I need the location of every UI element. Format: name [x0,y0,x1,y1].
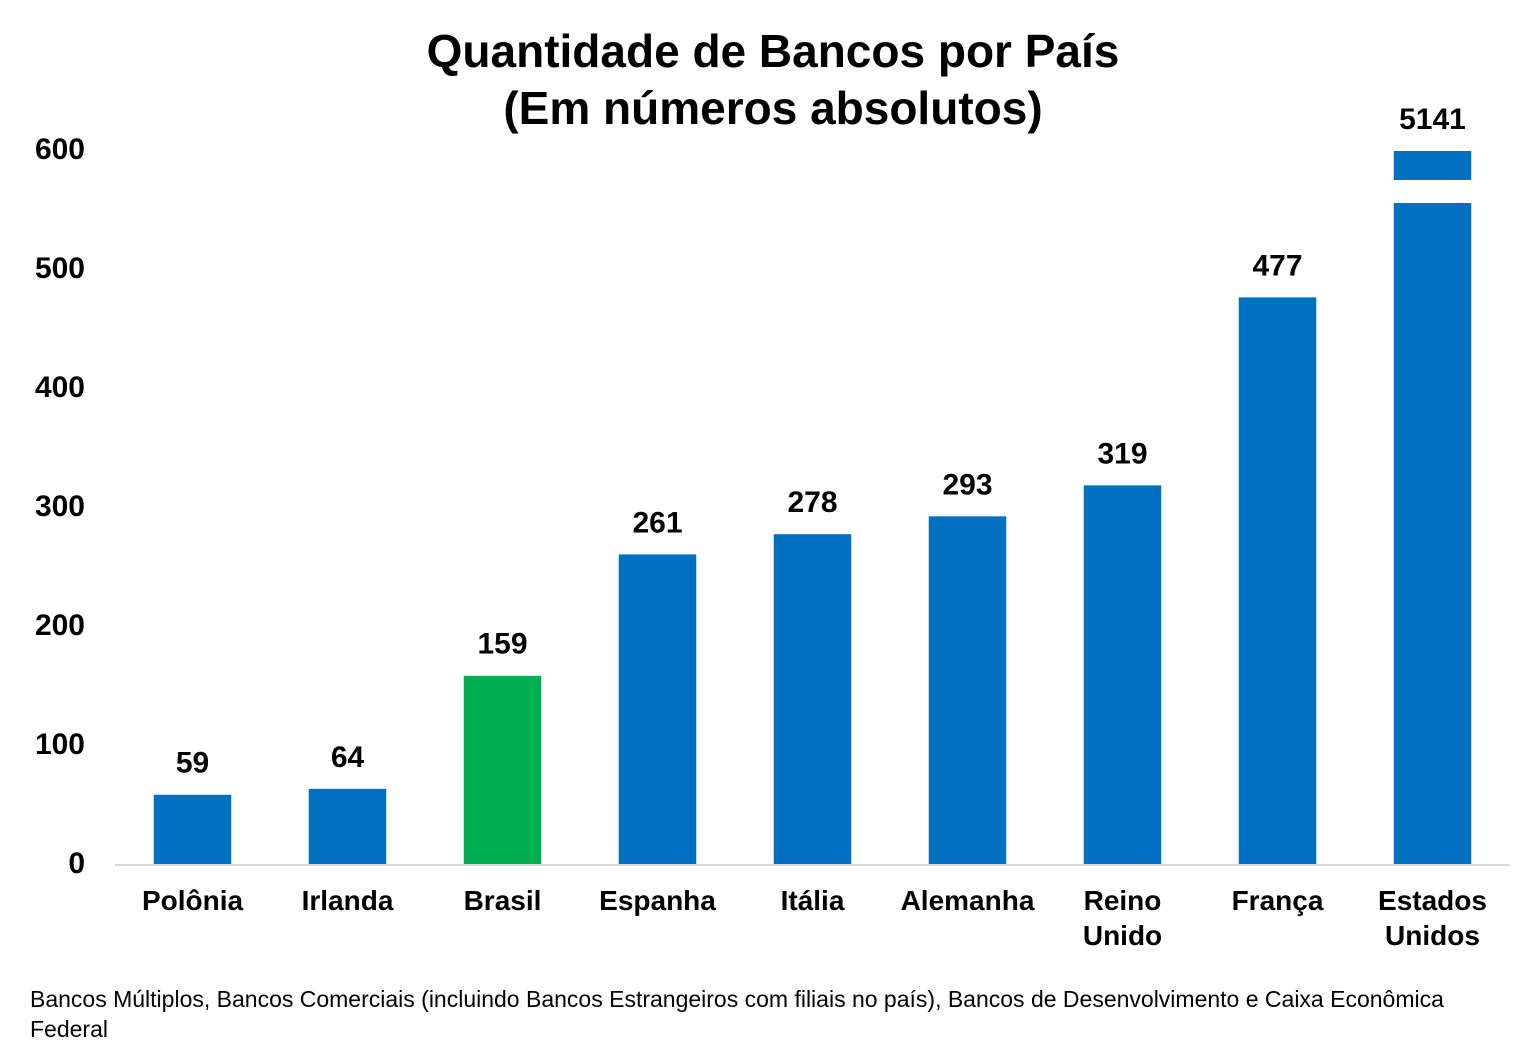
bar [1083,485,1162,865]
x-tick-label: Brasil [463,885,542,916]
bar [773,534,852,865]
value-label: 5141 [1399,103,1466,136]
bar [928,516,1007,865]
axis-break [1386,180,1479,203]
x-tick-label: Irlanda [301,885,394,916]
y-tick-label: 600 [35,133,85,166]
value-label: 59 [176,747,209,780]
value-label: 261 [632,506,682,539]
x-tick-label: Polônia [141,885,244,916]
bars [153,151,1479,865]
chart-subtitle: (Em números absolutos) [503,82,1042,134]
value-label: 278 [787,486,837,519]
bar [153,794,232,865]
value-label: 477 [1252,249,1302,282]
x-tick-label: Espanha [599,885,716,916]
y-tick-label: 300 [35,490,85,523]
value-label: 64 [331,741,365,774]
x-tick-label: França [1231,885,1324,916]
x-tick-label: Alemanha [900,885,1035,916]
y-tick-label: 500 [35,252,85,285]
bar [308,788,387,865]
y-tick-label: 0 [68,847,85,880]
bar [463,675,542,865]
value-label: 293 [942,468,992,501]
y-tick-label: 400 [35,371,85,404]
value-label: 319 [1097,437,1147,470]
y-tick-label: 100 [35,728,85,761]
value-label: 159 [477,628,527,661]
bar [1238,297,1317,865]
x-tick-label: Reino Unido [1082,885,1163,951]
footnote: Bancos Múltiplos, Bancos Comerciais (inc… [30,986,1444,1042]
bar [1393,151,1472,865]
chart-title: Quantidade de Bancos por País [427,25,1120,77]
x-tick-label: Estados Unidos [1378,885,1487,951]
bar [618,554,697,865]
x-tick-label: Itália [780,885,845,916]
y-tick-label: 200 [35,609,85,642]
